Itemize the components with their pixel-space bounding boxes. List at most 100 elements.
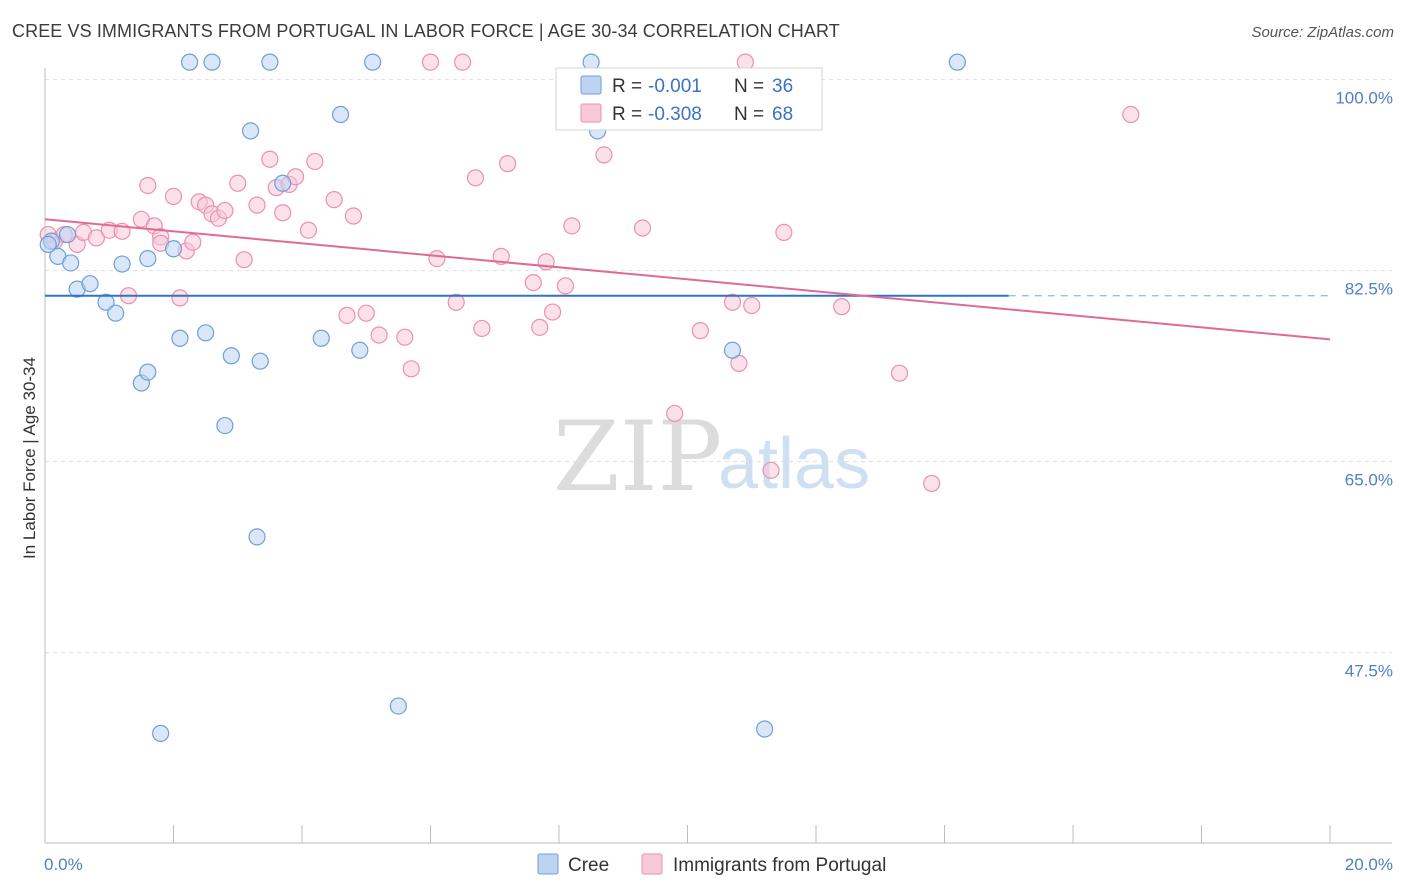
cree-point-22 bbox=[251, 352, 269, 370]
portugal-point-36 bbox=[370, 326, 388, 344]
cree-point-27 bbox=[351, 341, 369, 359]
legend-swatch-portugal bbox=[580, 103, 602, 123]
portugal-point-51 bbox=[556, 277, 575, 295]
bottom-legend-swatch-portugal bbox=[641, 853, 663, 875]
portugal-point-60 bbox=[743, 296, 761, 315]
cree-point-13 bbox=[164, 240, 183, 258]
portugal-point-65 bbox=[923, 474, 941, 493]
legend-n-value-portugal: 68 bbox=[772, 104, 793, 125]
cree-point-17 bbox=[203, 53, 221, 71]
portugal-point-5 bbox=[87, 229, 106, 247]
portugal-point-47 bbox=[524, 274, 542, 292]
portugal-point-66 bbox=[1122, 105, 1140, 124]
cree-point-26 bbox=[331, 105, 350, 124]
y-tick-label-0: 100.0% bbox=[1335, 89, 1393, 108]
legend-r-label-portugal: R = bbox=[612, 104, 642, 125]
bottom-legend-portugal: Immigrants from Portugal bbox=[673, 855, 886, 876]
portugal-point-32 bbox=[325, 191, 343, 209]
portugal-point-30 bbox=[299, 221, 318, 239]
cree-point-15 bbox=[180, 53, 199, 71]
cree-point-29 bbox=[389, 697, 407, 715]
portugal-point-64 bbox=[890, 364, 909, 382]
cree-point-23 bbox=[261, 53, 279, 71]
portugal-point-42 bbox=[454, 53, 472, 71]
portugal-point-43 bbox=[466, 169, 485, 187]
portugal-point-53 bbox=[595, 146, 613, 164]
y-tick-label-2: 65.0% bbox=[1345, 471, 1393, 490]
chart-title: CREE VS IMMIGRANTS FROM PORTUGAL IN LABO… bbox=[12, 21, 840, 41]
cree-point-14 bbox=[171, 329, 189, 347]
portugal-point-54 bbox=[633, 219, 652, 237]
portugal-point-23 bbox=[235, 251, 253, 269]
cree-point-12 bbox=[152, 724, 170, 742]
portugal-point-21 bbox=[216, 201, 234, 220]
x-tick-label-min: 0.0% bbox=[44, 855, 83, 874]
portugal-point-63 bbox=[833, 298, 851, 316]
cree-point-32 bbox=[723, 341, 742, 359]
portugal-point-24 bbox=[248, 196, 266, 214]
watermark-zip: ZIP bbox=[553, 401, 722, 513]
legend-n-value-cree: 36 bbox=[772, 76, 793, 97]
portugal-point-22 bbox=[229, 174, 247, 192]
bottom-legend-swatch-cree bbox=[537, 853, 559, 875]
portugal-point-48 bbox=[531, 318, 549, 336]
legend-r-value-portugal: -0.308 bbox=[648, 104, 702, 125]
cree-point-16 bbox=[197, 324, 215, 342]
portugal-point-44 bbox=[473, 319, 491, 338]
portugal-point-62 bbox=[775, 223, 793, 241]
x-tick-label-max: 20.0% bbox=[1345, 855, 1393, 874]
cree-point-18 bbox=[216, 416, 234, 435]
portugal-point-14 bbox=[171, 289, 189, 307]
portugal-point-16 bbox=[184, 233, 202, 251]
cree-point-28 bbox=[364, 53, 382, 71]
series-legend: Cree Immigrants from Portugal bbox=[537, 853, 886, 876]
y-tick-label-3: 47.5% bbox=[1345, 662, 1393, 681]
cree-point-7 bbox=[107, 304, 125, 322]
y-axis-label: In Labor Force | Age 30-34 bbox=[20, 357, 39, 559]
bottom-legend-cree: Cree bbox=[568, 855, 609, 876]
portugal-point-52 bbox=[563, 217, 581, 235]
cree-point-33 bbox=[755, 720, 774, 738]
portugal-point-10 bbox=[139, 176, 157, 195]
portugal-point-45 bbox=[492, 247, 510, 266]
legend-swatch-cree bbox=[580, 75, 602, 95]
portugal-point-56 bbox=[691, 322, 709, 340]
legend-r-label-cree: R = bbox=[612, 76, 642, 97]
trend-lines bbox=[44, 218, 1331, 341]
cree-point-35 bbox=[39, 235, 57, 254]
portugal-point-50 bbox=[543, 303, 562, 321]
portugal-point-57 bbox=[723, 293, 742, 311]
cree-point-2 bbox=[58, 225, 77, 244]
watermark-atlas: atlas bbox=[718, 424, 870, 504]
watermark: ZIP atlas bbox=[553, 401, 870, 513]
portugal-point-33 bbox=[338, 306, 356, 324]
portugal-point-40 bbox=[428, 249, 446, 268]
cree-point-25 bbox=[312, 329, 330, 347]
x-tick-labels: 0.0% 20.0% bbox=[44, 855, 1393, 874]
cree-point-10 bbox=[139, 363, 157, 381]
cree-point-3 bbox=[62, 254, 80, 272]
portugal-point-37 bbox=[396, 328, 414, 346]
portugal-point-25 bbox=[261, 150, 279, 168]
grid bbox=[45, 79, 1392, 654]
portugal-point-39 bbox=[421, 53, 440, 71]
legend-n-label-cree: N = bbox=[734, 76, 764, 97]
portugal-point-35 bbox=[357, 304, 375, 322]
portugal-point-34 bbox=[344, 207, 362, 225]
legend-n-label-portugal: N = bbox=[734, 104, 764, 125]
stats-legend: R = -0.001 N = 36 R = -0.308 N = 68 bbox=[555, 67, 823, 131]
portugal-point-31 bbox=[306, 152, 324, 171]
points bbox=[39, 53, 1140, 742]
portugal-point-38 bbox=[402, 360, 420, 378]
cree-point-24 bbox=[274, 174, 292, 192]
source-label: Source: ZipAtlas.com bbox=[1251, 24, 1394, 41]
portugal-point-61 bbox=[762, 461, 780, 479]
portugal-point-55 bbox=[666, 404, 684, 423]
portugal-point-46 bbox=[499, 155, 517, 173]
portugal-point-13 bbox=[164, 187, 183, 205]
axes bbox=[44, 68, 1392, 844]
portugal-point-41 bbox=[447, 293, 465, 311]
cree-point-6 bbox=[97, 293, 115, 311]
y-tick-label-1: 82.5% bbox=[1345, 280, 1393, 299]
